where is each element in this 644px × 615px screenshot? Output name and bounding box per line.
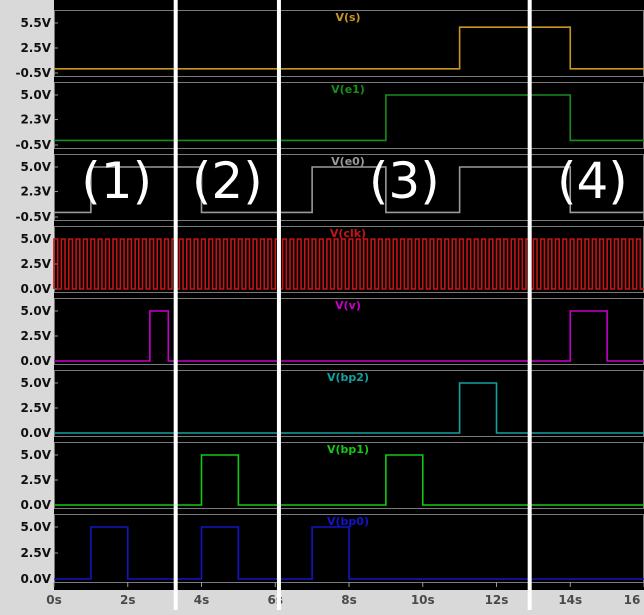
plot-background <box>54 0 644 590</box>
ytick-label-v-v: 5.0V <box>20 304 51 318</box>
region-divider <box>527 0 532 610</box>
xtick-label: 12s <box>485 593 509 607</box>
ytick-label-v-bp2: 0.0V <box>20 426 51 440</box>
xtick-label: 4s <box>194 593 210 607</box>
panel-title-v-bp1: V(bp1) <box>327 443 369 456</box>
ytick-label-v-bp0: 2.5V <box>20 546 51 560</box>
series-line-v-v <box>54 310 644 362</box>
ytick-label-v-s: -0.5V <box>15 66 51 80</box>
region-divider <box>173 0 178 610</box>
ytick-label-v-bp1: 5.0V <box>20 448 51 462</box>
xtick-label: 10s <box>411 593 435 607</box>
ytick-label-v-v: 0.0V <box>20 354 51 368</box>
panel-title-v-e1: V(e1) <box>331 83 365 96</box>
xtick-label: 16 <box>624 593 641 607</box>
ytick-label-v-clk: 2.5V <box>20 257 51 271</box>
ytick-label-v-v: 2.5V <box>20 329 51 343</box>
panel-title-v-e0: V(e0) <box>331 155 365 168</box>
panel-title-v-s: V(s) <box>335 11 360 24</box>
ytick-label-v-s: 5.5V <box>20 16 51 30</box>
region-label: (1) <box>81 152 152 210</box>
series-line-v-bp0 <box>54 526 644 580</box>
ytick-label-v-bp1: 2.5V <box>20 473 51 487</box>
series-line-v-e0 <box>54 166 644 214</box>
panel-title-v-clk: V(clk) <box>330 227 366 240</box>
panel-title-v-bp0: V(bp0) <box>327 515 369 528</box>
region-label: (2) <box>192 152 263 210</box>
ytick-label-v-s: 2.5V <box>20 41 51 55</box>
ytick-label-v-clk: 5.0V <box>20 232 51 246</box>
ytick-label-v-bp1: 0.0V <box>20 498 51 512</box>
series-line-v-bp2 <box>54 382 644 434</box>
ytick-label-v-bp0: 5.0V <box>20 520 51 534</box>
ytick-label-v-e1: 2.3V <box>20 113 51 127</box>
xtick-label: 0s <box>46 593 62 607</box>
series-line-v-e1 <box>54 94 644 142</box>
ytick-label-v-e0: 2.3V <box>20 185 51 199</box>
series-line-v-s <box>54 26 644 70</box>
xtick-label: 14s <box>558 593 582 607</box>
ytick-label-v-e1: 5.0V <box>20 88 51 102</box>
ytick-label-v-bp0: 0.0V <box>20 572 51 586</box>
region-label: (4) <box>557 152 628 210</box>
panel-title-v-bp2: V(bp2) <box>327 371 369 384</box>
ytick-label-v-e0: 5.0V <box>20 160 51 174</box>
xtick-label: 2s <box>120 593 136 607</box>
series-line-v-bp1 <box>54 454 644 506</box>
panel-title-v-v: V(v) <box>335 299 361 312</box>
region-divider <box>276 0 281 610</box>
ytick-label-v-bp2: 2.5V <box>20 401 51 415</box>
region-label: (3) <box>369 152 440 210</box>
series-line-v-clk <box>53 238 644 290</box>
ytick-label-v-e1: -0.5V <box>15 138 51 152</box>
ytick-label-v-clk: 0.0V <box>20 282 51 296</box>
ytick-label-v-e0: -0.5V <box>15 210 51 224</box>
xtick-label: 8s <box>341 593 357 607</box>
ytick-label-v-bp2: 5.0V <box>20 376 51 390</box>
